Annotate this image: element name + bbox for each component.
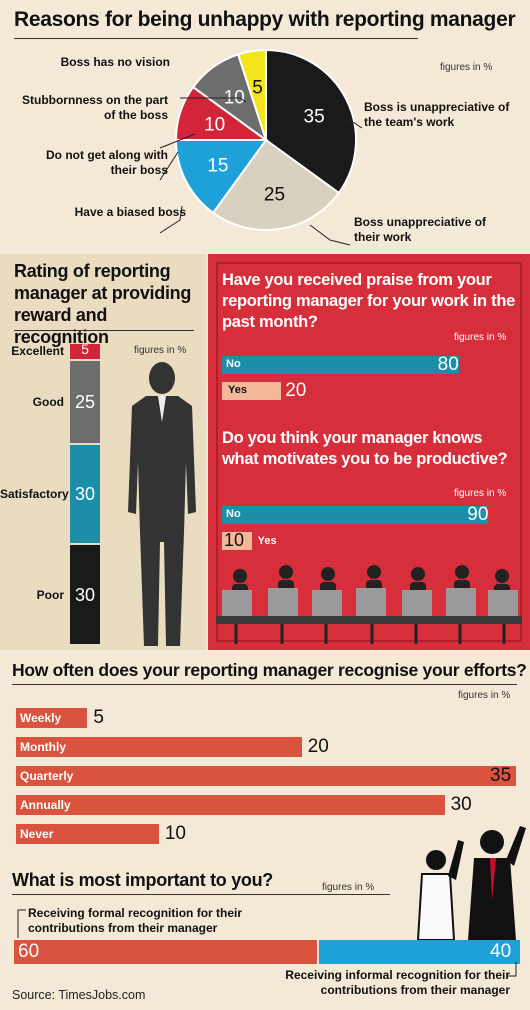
rating-title-rule bbox=[14, 330, 194, 331]
pie-slice-value: 15 bbox=[207, 156, 228, 177]
frequency-bar-label: Annually bbox=[20, 798, 71, 812]
rating-note: figures in % bbox=[134, 345, 187, 356]
pie-title: Reasons for being unhappy with reporting… bbox=[14, 8, 516, 31]
important-title-rule bbox=[12, 894, 390, 895]
businessman-silhouette-icon bbox=[128, 362, 196, 646]
important-bar-value: 40 bbox=[490, 941, 512, 962]
formal-recognition-label: Receiving formal recognition for their c… bbox=[28, 906, 243, 935]
rating-title: Rating of reporting manager at providing… bbox=[14, 261, 192, 347]
formal-label-bracket bbox=[17, 909, 26, 938]
motivate-bar-value: 90 bbox=[467, 504, 489, 525]
source-text: Source: TimesJobs.com bbox=[12, 988, 146, 1002]
frequency-bar bbox=[16, 708, 88, 728]
pie-slice bbox=[174, 139, 268, 215]
frequency-bar-value: 10 bbox=[164, 823, 186, 844]
frequency-bar-label: Never bbox=[20, 827, 54, 841]
frequency-bar-label: Quarterly bbox=[20, 769, 74, 783]
rating-segment bbox=[70, 344, 100, 359]
frequency-bar-value: 35 bbox=[490, 765, 512, 786]
pie-label-stubbornness: Stubbornness on the part of the boss bbox=[21, 93, 168, 122]
frequency-bar-label: Weekly bbox=[20, 711, 62, 725]
praise-bar-label: Yes bbox=[228, 384, 247, 396]
rating-category-label: Excellent bbox=[11, 344, 64, 359]
motivate-bar-value: 10 bbox=[224, 530, 245, 550]
motivate-bar-label: No bbox=[226, 508, 241, 520]
pie-label-their-work: Boss unappreciative of their work bbox=[354, 215, 487, 244]
informal-recognition-label: Receiving informal recognition for their… bbox=[285, 968, 510, 997]
praise-bar-value: 20 bbox=[285, 380, 307, 401]
meeting-silhouette-icon bbox=[216, 565, 522, 644]
frequency-note: figures in % bbox=[458, 690, 511, 701]
rating-segment bbox=[70, 545, 100, 644]
pie-slice bbox=[236, 48, 267, 141]
pie-label-not-get-along: Do not get along with their boss bbox=[46, 148, 168, 177]
important-bar bbox=[14, 940, 317, 964]
important-bar bbox=[318, 940, 520, 964]
important-note: figures in % bbox=[322, 882, 375, 893]
rating-segment bbox=[70, 360, 100, 443]
frequency-bar-value: 5 bbox=[93, 707, 104, 728]
frequency-title: How often does your reporting manager re… bbox=[12, 660, 527, 680]
motivate-bar bbox=[222, 532, 252, 550]
rating-segment bbox=[70, 444, 100, 544]
frequency-bar bbox=[16, 795, 445, 815]
frequency-bar-value: 20 bbox=[307, 736, 329, 757]
rating-category-label: Good bbox=[32, 394, 64, 409]
pie-title-rule bbox=[14, 38, 418, 39]
pie-slice-value: 35 bbox=[304, 106, 325, 127]
pie-label-no-vision: Boss has no vision bbox=[60, 55, 170, 69]
pie-note: figures in % bbox=[440, 62, 493, 73]
rating-value: 30 bbox=[74, 584, 96, 605]
praise-bar bbox=[222, 382, 282, 400]
rating-value: 25 bbox=[74, 391, 96, 412]
rating-value: 30 bbox=[74, 484, 96, 504]
informal-label-bracket bbox=[508, 962, 517, 977]
frequency-bar-label: Monthly bbox=[20, 740, 66, 754]
motivate-bar-label: Yes bbox=[257, 535, 277, 547]
motivate-title: Do you think your manager knows what mot… bbox=[222, 429, 508, 468]
praise-bar-value: 80 bbox=[437, 354, 459, 375]
motivate-note: figures in % bbox=[454, 488, 507, 499]
frequency-bar bbox=[16, 737, 302, 757]
important-bar-value: 60 bbox=[18, 941, 40, 962]
pie-slice-value: 5 bbox=[252, 78, 263, 99]
praise-bar-label: No bbox=[226, 358, 241, 370]
pointing-people-icon bbox=[416, 826, 526, 940]
praise-panel-inner bbox=[216, 262, 522, 642]
praise-title: Have you received praise from your repor… bbox=[222, 271, 515, 331]
praise-bar bbox=[222, 356, 459, 374]
pie-slice bbox=[211, 138, 341, 231]
pie-label-team-work: Boss is unappreciative of the team's wor… bbox=[364, 100, 510, 129]
frequency-bar-value: 30 bbox=[450, 794, 472, 815]
rating-value: 5 bbox=[81, 341, 89, 358]
pie-slice bbox=[265, 48, 357, 195]
frequency-bar bbox=[16, 766, 516, 786]
frequency-title-rule bbox=[12, 684, 517, 685]
rating-category-label: Poor bbox=[36, 587, 64, 602]
rating-category-label: Satisfactory bbox=[0, 487, 69, 501]
motivate-bar bbox=[222, 506, 489, 524]
pie-label-biased: Have a biased boss bbox=[74, 205, 186, 219]
important-title: What is most important to you? bbox=[12, 870, 273, 890]
praise-note: figures in % bbox=[454, 332, 507, 343]
pie-slice-value: 10 bbox=[204, 114, 225, 135]
pie-slice-value: 25 bbox=[264, 184, 285, 205]
frequency-bar bbox=[16, 824, 159, 844]
